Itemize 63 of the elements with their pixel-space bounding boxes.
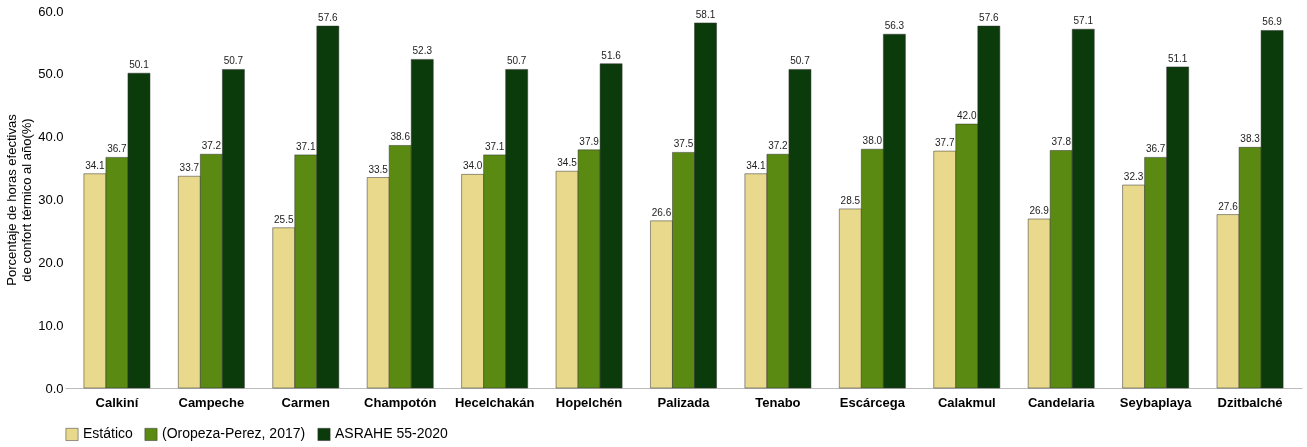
data-label: 33.5 — [368, 163, 389, 175]
data-label: 50.7 — [223, 55, 244, 67]
data-label: 38.6 — [390, 131, 411, 143]
data-label: 51.6 — [601, 49, 622, 61]
data-label: 57.6 — [979, 12, 999, 24]
data-label: 42.0 — [957, 110, 977, 122]
data-label: 32.3 — [1123, 171, 1144, 183]
y-tick-label: 20.0 — [38, 254, 64, 270]
data-label: 38.0 — [862, 135, 883, 147]
data-label: 57.6 — [318, 12, 338, 24]
data-label: 51.1 — [1167, 52, 1188, 64]
x-tick-label: Hopelchén — [555, 394, 623, 410]
data-label: 50.7 — [790, 55, 811, 67]
x-tick-label: Calkiní — [95, 394, 139, 410]
data-label: 37.1 — [484, 140, 505, 152]
x-tick-label: Candelaria — [1027, 394, 1096, 410]
data-label: 37.9 — [579, 135, 600, 147]
y-tick-label: 60.0 — [38, 3, 64, 19]
data-label: 26.9 — [1029, 204, 1050, 216]
legend-label: ASRAHE 55-2020 — [335, 425, 449, 442]
data-label: 38.3 — [1240, 133, 1261, 145]
data-label: 37.2 — [768, 140, 789, 152]
data-label: 58.1 — [695, 8, 716, 20]
data-label: 50.1 — [129, 59, 150, 71]
data-label: 34.5 — [557, 157, 578, 169]
data-label: 34.1 — [85, 159, 106, 171]
x-tick-label: Carmen — [281, 394, 331, 410]
x-tick-label: Seybaplaya — [1119, 394, 1193, 410]
data-label: 26.6 — [651, 206, 672, 218]
legend-label: Estático — [83, 425, 134, 442]
x-tick-label: Campeche — [178, 394, 245, 410]
legend-label: (Oropeza-Perez, 2017) — [162, 425, 306, 442]
x-tick-label: Calakmul — [937, 394, 996, 410]
y-tick-label: 50.0 — [38, 66, 64, 82]
y-axis-title: Porcentaje de horas efectivas de confort térmico al año(%) — [4, 113, 35, 286]
data-label: 36.7 — [107, 143, 128, 155]
y-tick-label: 30.0 — [38, 192, 64, 207]
data-label: 50.7 — [506, 55, 527, 67]
x-tick-label: Escárcega — [839, 394, 906, 410]
x-tick-label: Hecelchakán — [454, 394, 535, 410]
data-label: 56.3 — [884, 20, 905, 32]
data-label: 33.7 — [179, 162, 200, 174]
data-label: 37.8 — [1051, 136, 1072, 148]
y-tick-label: 10.0 — [38, 317, 64, 333]
x-tick-label: Dzitbalché — [1217, 394, 1283, 410]
data-label: 37.1 — [296, 140, 316, 152]
data-label: 57.1 — [1073, 15, 1094, 27]
data-label: 56.9 — [1262, 16, 1283, 28]
data-label: 36.7 — [1145, 143, 1166, 155]
x-tick-label: Tenabo — [755, 394, 801, 410]
data-label: 34.1 — [746, 159, 767, 171]
data-label: 37.5 — [673, 138, 694, 150]
data-label: 52.3 — [412, 45, 433, 57]
data-label: 37.2 — [201, 140, 222, 152]
data-label: 37.7 — [935, 137, 955, 149]
x-tick-label: Champotón — [364, 394, 437, 410]
data-label: 28.5 — [840, 194, 861, 206]
y-tick-label: 40.0 — [38, 129, 64, 145]
data-label: 34.0 — [462, 160, 483, 172]
data-label: 27.6 — [1218, 200, 1239, 212]
y-tick-label: 0.0 — [45, 380, 64, 396]
data-label: 25.5 — [274, 213, 294, 225]
x-tick-label: Palizada — [657, 394, 711, 410]
